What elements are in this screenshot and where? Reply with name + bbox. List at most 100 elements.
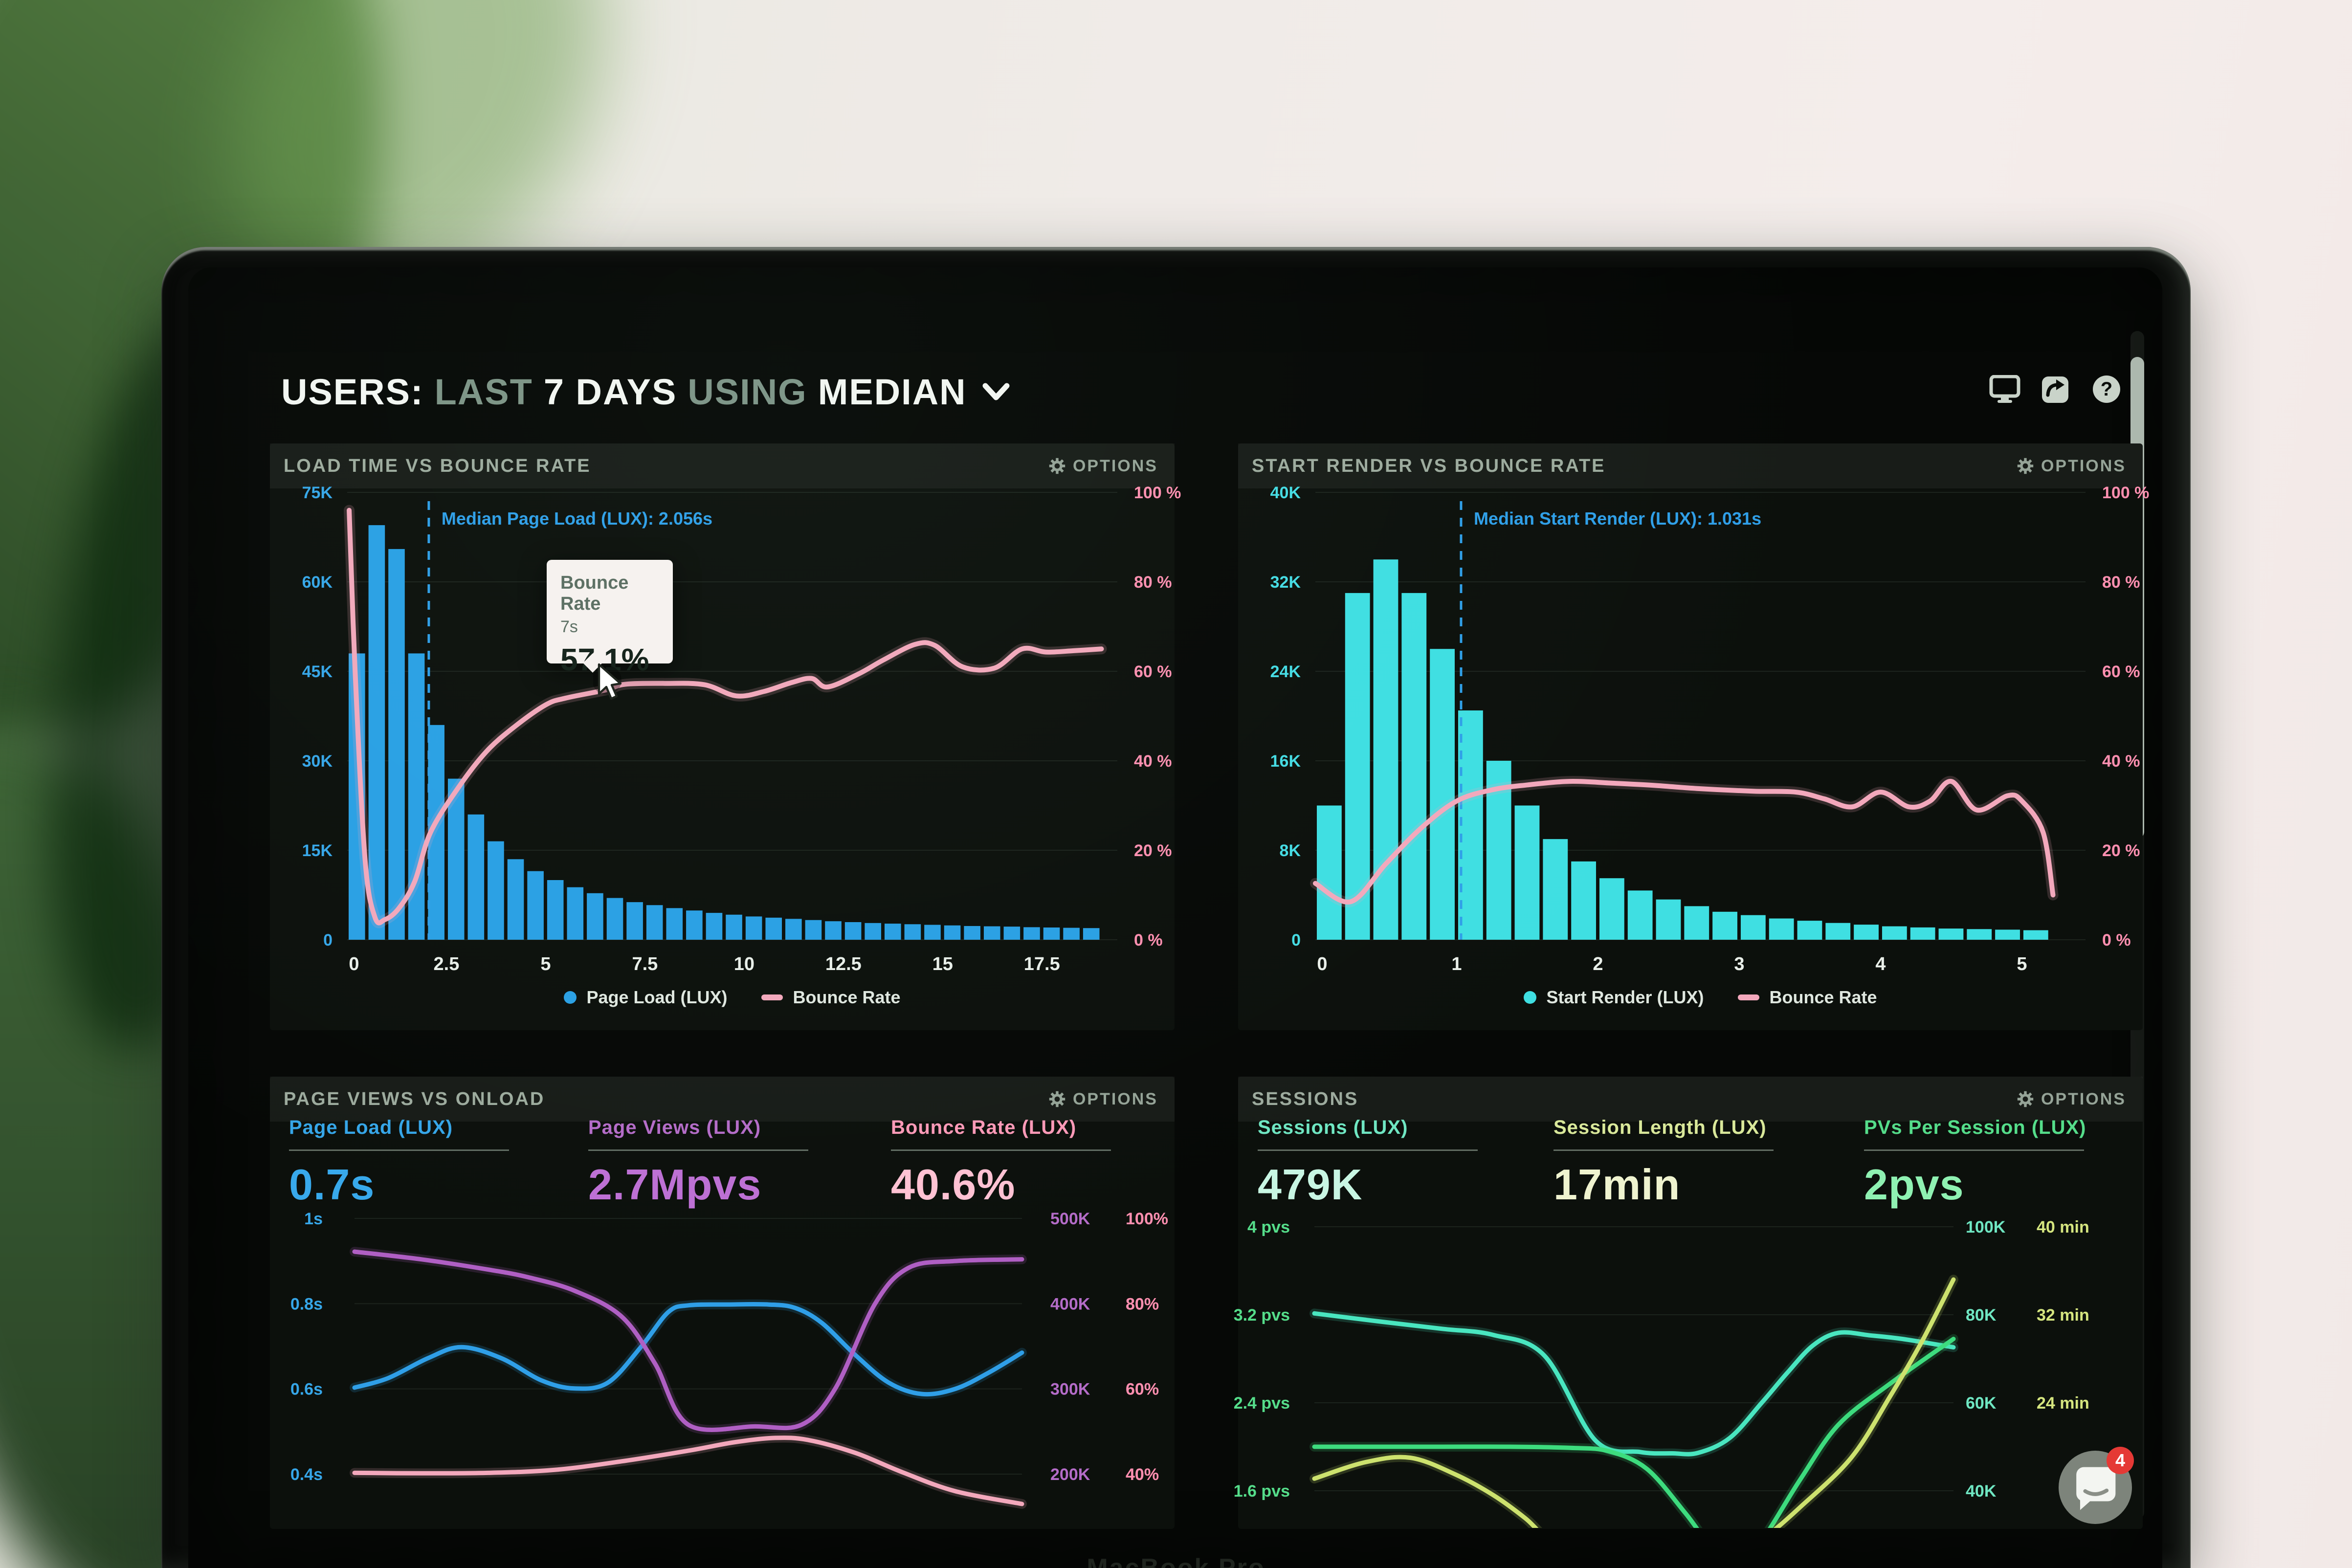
svg-text:0 %: 0 %: [1134, 931, 1163, 950]
laptop: USERS: LAST 7 DAYS USING MEDIAN ?: [161, 247, 2191, 1568]
svg-text:40%: 40%: [1126, 1465, 1159, 1484]
svg-text:60 %: 60 %: [1134, 663, 1172, 681]
panel-header: LOAD TIME VS BOUNCE RATE OPTIONS: [270, 443, 1175, 488]
svg-text:24 min: 24 min: [2037, 1394, 2089, 1413]
chat-bubble-icon: [2076, 1467, 2116, 1510]
svg-text:100 %: 100 %: [1134, 484, 1181, 502]
chart-legend: Start Render (LUX) Bounce Rate: [1315, 987, 2086, 1008]
svg-text:17.5: 17.5: [1024, 954, 1060, 974]
svg-text:5: 5: [2017, 954, 2027, 974]
metric-page-load: Page Load (LUX) 0.7s: [289, 1117, 514, 1210]
metric-bounce-rate: Bounce Rate (LUX) 40.6%: [891, 1117, 1116, 1210]
legend-label: Bounce Rate: [793, 987, 901, 1007]
options-button[interactable]: OPTIONS: [2014, 1089, 2129, 1109]
panel-sessions: SESSIONS OPTIONS Sessions (LUX) 479K Ses…: [1238, 1077, 2143, 1529]
header-segment: USING: [688, 372, 807, 412]
page-title: USERS: LAST 7 DAYS USING MEDIAN: [281, 371, 1010, 413]
header-toolbar: ?: [1989, 374, 2122, 405]
svg-text:7.5: 7.5: [632, 954, 658, 974]
svg-text:60K: 60K: [1966, 1394, 1997, 1413]
svg-text:80 %: 80 %: [2102, 573, 2140, 592]
svg-text:80K: 80K: [1966, 1306, 1997, 1325]
load-time-chart[interactable]: 75K 100 % 60K 80 % 45K 60 % 30K 40 % 15K 20 % 0 0 %…: [302, 484, 1181, 974]
svg-text:300K: 300K: [1050, 1380, 1090, 1399]
svg-text:0.6s: 0.6s: [290, 1380, 323, 1399]
chat-launcher-button[interactable]: 4: [2059, 1447, 2134, 1524]
header-segment: LAST: [434, 372, 533, 412]
svg-text:3.2 pvs: 3.2 pvs: [1234, 1306, 1290, 1325]
legend-item[interactable]: Bounce Rate: [1738, 987, 1877, 1008]
svg-text:0.4s: 0.4s: [290, 1465, 323, 1484]
legend-dot-icon: [1524, 991, 1537, 1004]
svg-text:0: 0: [1291, 931, 1301, 950]
help-icon[interactable]: ?: [2091, 374, 2122, 405]
header-segment: USERS:: [281, 372, 424, 412]
svg-text:80%: 80%: [1126, 1295, 1159, 1313]
svg-text:2.5: 2.5: [434, 954, 460, 974]
metric-session-length: Session Length (LUX) 17min: [1553, 1117, 1778, 1210]
svg-text:0.8s: 0.8s: [290, 1295, 323, 1313]
svg-text:100K: 100K: [1966, 1218, 2006, 1237]
panel-title: START RENDER VS BOUNCE RATE: [1252, 455, 1606, 476]
svg-text:32 min: 32 min: [2037, 1306, 2089, 1325]
legend-item[interactable]: Start Render (LUX): [1524, 987, 1704, 1008]
svg-text:10: 10: [734, 954, 754, 974]
options-button[interactable]: OPTIONS: [2014, 456, 2129, 476]
sessions-chart[interactable]: 4 pvs 100K 40 min 3.2 pvs 80K 32 min 2.4 pvs 60…: [1234, 1201, 2089, 1528]
svg-text:45K: 45K: [302, 663, 333, 681]
svg-text:40K: 40K: [1966, 1482, 1997, 1501]
gear-icon: [2017, 1091, 2034, 1107]
svg-text:60%: 60%: [1126, 1380, 1159, 1399]
svg-text:16K: 16K: [1270, 752, 1301, 771]
svg-text:80 %: 80 %: [1134, 573, 1172, 592]
panel-header: PAGE VIEWS VS ONLOAD OPTIONS: [270, 1077, 1175, 1122]
laptop-bezel-label: MacBook Pro: [1087, 1554, 1265, 1568]
svg-text:20 %: 20 %: [2102, 841, 2140, 860]
options-button[interactable]: OPTIONS: [1045, 456, 1161, 476]
legend-dot-icon: [564, 991, 577, 1004]
svg-text:40 %: 40 %: [1134, 752, 1172, 771]
svg-text:40 min: 40 min: [2037, 1218, 2089, 1237]
legend-label: Start Render (LUX): [1546, 987, 1704, 1007]
svg-text:40K: 40K: [1270, 484, 1301, 502]
svg-text:2: 2: [1593, 954, 1603, 974]
mouse-cursor: [592, 663, 628, 706]
svg-text:4: 4: [1875, 954, 1886, 974]
chevron-down-icon[interactable]: [982, 383, 1010, 401]
svg-text:3: 3: [1734, 954, 1744, 974]
legend-label: Page Load (LUX): [586, 987, 728, 1007]
notification-badge: 4: [2107, 1447, 2134, 1474]
svg-text:100%: 100%: [1126, 1210, 1168, 1228]
start-render-chart[interactable]: 40K 100 % 32K 80 % 24K 60 % 16K 40 % 8K 20 % 0 0 % M…: [1270, 484, 2150, 974]
svg-text:8K: 8K: [1280, 841, 1301, 860]
chart-tooltip: Bounce Rate 7s 57.1%: [547, 560, 673, 677]
svg-text:30K: 30K: [302, 752, 333, 771]
panel-title: LOAD TIME VS BOUNCE RATE: [284, 455, 591, 476]
svg-text:5: 5: [540, 954, 551, 974]
svg-text:60 %: 60 %: [2102, 663, 2140, 681]
page-views-chart[interactable]: 1s 500K 100% 0.8s 400K 80% 0.6s 300K 60% 0.4s 200K…: [290, 1201, 1168, 1519]
legend-item[interactable]: Bounce Rate: [761, 987, 901, 1008]
legend-label: Bounce Rate: [1769, 987, 1877, 1007]
svg-text:0: 0: [1317, 954, 1327, 974]
svg-text:75K: 75K: [302, 484, 333, 502]
monitor-icon[interactable]: [1989, 374, 2020, 405]
svg-text:?: ?: [2101, 378, 2112, 400]
metric-pvs-per-session: PVs Per Session (LUX) 2pvs: [1864, 1117, 2086, 1209]
share-icon[interactable]: [2040, 374, 2071, 405]
svg-text:0: 0: [349, 954, 359, 974]
legend-item[interactable]: Page Load (LUX): [564, 987, 727, 1008]
svg-text:1: 1: [1451, 954, 1462, 974]
svg-text:1.6 pvs: 1.6 pvs: [1234, 1482, 1290, 1501]
gear-icon: [2017, 458, 2034, 474]
metric-sessions: Sessions (LUX) 479K: [1258, 1117, 1483, 1210]
panel-header: SESSIONS OPTIONS: [1238, 1077, 2143, 1122]
svg-text:32K: 32K: [1270, 573, 1301, 592]
svg-text:20 %: 20 %: [1134, 841, 1172, 860]
svg-text:12.5: 12.5: [825, 954, 862, 974]
options-button[interactable]: OPTIONS: [1045, 1089, 1161, 1109]
header-segment: MEDIAN: [818, 372, 967, 412]
svg-text:400K: 400K: [1050, 1295, 1090, 1313]
legend-dash-icon: [761, 994, 783, 1000]
gear-icon: [1049, 458, 1065, 474]
